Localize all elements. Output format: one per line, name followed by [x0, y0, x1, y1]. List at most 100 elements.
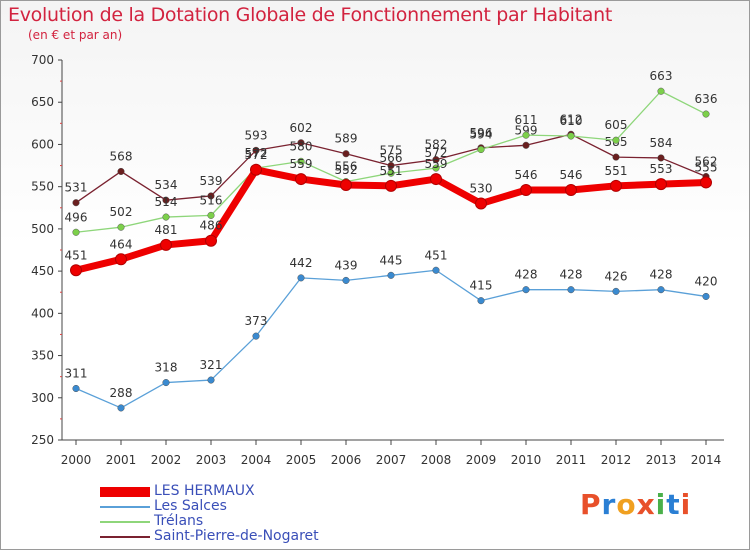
data-point	[430, 173, 442, 186]
data-label: 496	[65, 210, 88, 224]
data-point	[297, 157, 305, 165]
data-label: 605	[605, 118, 628, 132]
data-label: 611	[515, 113, 538, 127]
proxiti-logo: Proxiti	[580, 488, 691, 521]
data-point	[520, 184, 532, 197]
data-point	[297, 139, 305, 147]
data-label: 486	[200, 219, 223, 233]
data-label: 428	[515, 268, 538, 282]
logo-letter: t	[666, 488, 681, 521]
legend-label: Saint-Pierre-de-Nogaret	[154, 528, 319, 544]
x-tick-label: 2007	[376, 453, 407, 467]
data-point	[162, 213, 170, 221]
data-label: 593	[245, 128, 268, 142]
data-label: 426	[605, 269, 628, 283]
data-point	[72, 228, 80, 236]
data-point	[657, 87, 665, 95]
y-tick-label: 350	[31, 349, 54, 363]
data-label: 439	[335, 258, 358, 272]
data-point	[657, 154, 665, 162]
data-point	[117, 223, 125, 231]
x-tick-label: 2014	[691, 453, 722, 467]
data-label: 442	[290, 256, 313, 270]
data-label: 502	[110, 205, 133, 219]
x-tick-label: 2002	[151, 453, 182, 467]
y-tick-label: 600	[31, 137, 54, 151]
data-point	[565, 184, 577, 197]
data-point	[340, 178, 352, 191]
data-label: 514	[155, 195, 178, 209]
data-point	[657, 286, 665, 294]
x-tick-label: 2009	[466, 453, 497, 467]
x-tick-label: 2013	[646, 453, 677, 467]
data-label: 288	[110, 386, 133, 400]
logo-letter: i	[680, 488, 692, 521]
data-label: 531	[65, 181, 88, 195]
y-tick-label: 450	[31, 264, 54, 278]
y-tick-label: 650	[31, 95, 54, 109]
data-label: 636	[695, 92, 718, 106]
data-label: 516	[200, 193, 223, 207]
y-tick-label: 250	[31, 433, 54, 447]
data-label: 572	[245, 146, 268, 160]
data-point	[207, 211, 215, 219]
y-tick-label: 550	[31, 180, 54, 194]
data-label: 568	[110, 149, 133, 163]
data-label: 559	[290, 157, 313, 171]
data-label: 562	[695, 155, 718, 169]
data-label: 546	[560, 168, 583, 182]
data-point	[612, 287, 620, 295]
data-label: 428	[650, 268, 673, 282]
data-point	[477, 145, 485, 154]
data-point	[295, 173, 307, 186]
x-tick-label: 2005	[286, 453, 317, 467]
logo-letter: r	[601, 488, 617, 521]
data-label: 445	[380, 253, 403, 267]
data-point	[72, 199, 80, 207]
x-tick-label: 2001	[106, 453, 137, 467]
data-label: 559	[425, 157, 448, 171]
data-label: 584	[650, 136, 673, 150]
data-label: 420	[695, 274, 718, 288]
data-label: 451	[425, 248, 448, 262]
data-point	[72, 384, 80, 393]
data-point	[612, 136, 620, 144]
data-point	[612, 153, 620, 161]
data-label: 552	[335, 163, 358, 177]
data-label: 556	[335, 160, 358, 174]
data-label: 321	[200, 358, 223, 372]
data-point	[117, 404, 125, 412]
legend-label: Les Salces	[154, 498, 227, 514]
x-tick-label: 2008	[421, 453, 452, 467]
logo-letter: x	[636, 488, 656, 521]
data-point	[477, 297, 485, 305]
data-label: 373	[245, 314, 268, 328]
data-label: 580	[290, 139, 313, 153]
x-tick-label: 2010	[511, 453, 542, 467]
data-point	[252, 332, 260, 340]
data-label: 663	[650, 69, 673, 83]
data-label: 572	[245, 148, 268, 162]
x-tick-label: 2000	[61, 453, 92, 467]
data-label: 551	[380, 164, 403, 178]
legend-label: LES HERMAUX	[154, 483, 255, 499]
data-label: 566	[380, 151, 403, 165]
data-point	[297, 274, 305, 282]
data-point	[702, 292, 710, 300]
y-tick-label: 700	[31, 53, 54, 67]
data-point	[70, 264, 82, 277]
series-line	[75, 269, 707, 409]
data-label: 572	[425, 146, 448, 160]
data-point	[567, 286, 575, 294]
y-tick-label: 400	[31, 306, 54, 320]
data-point	[250, 163, 262, 176]
data-label: 589	[335, 132, 358, 146]
data-point	[162, 379, 170, 387]
data-label: 481	[155, 223, 178, 237]
data-label: 311	[65, 366, 88, 380]
legend-swatch	[100, 486, 150, 497]
data-label: 530	[470, 182, 493, 196]
data-label: 594	[470, 128, 493, 142]
logo-letter: o	[616, 488, 637, 521]
data-label: 464	[110, 237, 133, 251]
